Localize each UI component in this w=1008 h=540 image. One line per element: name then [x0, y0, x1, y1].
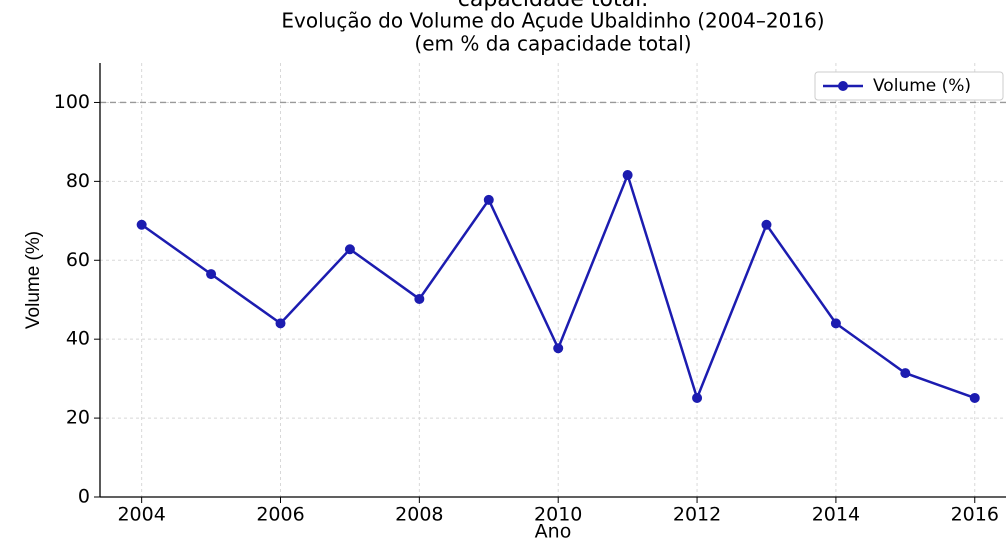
point — [206, 269, 217, 280]
point — [830, 318, 841, 329]
chart-title: Evolução do Volume do Açude Ubaldinho (2… — [281, 9, 824, 33]
x-axis-label: Ano — [535, 521, 572, 540]
x-tick-label: 2006 — [256, 504, 304, 526]
legend-box — [814, 71, 1004, 101]
x-tick-label: 2004 — [117, 504, 165, 526]
point — [275, 318, 286, 329]
legend-label: Volume (%) — [873, 76, 971, 96]
x-tick-label: 2008 — [395, 504, 443, 526]
point — [344, 244, 355, 255]
point — [483, 194, 494, 205]
y-tick-label: 0 — [78, 486, 90, 508]
y-tick-label: 80 — [66, 170, 90, 192]
y-axis-label: Volume (%) — [23, 231, 44, 329]
legend-marker — [838, 81, 848, 91]
point — [900, 368, 911, 379]
x-tick-label: 2014 — [812, 504, 860, 526]
point — [136, 219, 147, 230]
point — [622, 170, 633, 181]
x-tick-label: 2010 — [534, 504, 582, 526]
x-tick-label: 2012 — [673, 504, 721, 526]
x-tick-label: 2016 — [951, 504, 999, 526]
chart-subtitle: (em % da capacidade total) — [414, 32, 691, 56]
y-tick-label: 60 — [66, 249, 90, 271]
point — [553, 343, 564, 354]
y-tick-label: 100 — [54, 91, 90, 113]
y-tick-label: 20 — [66, 407, 90, 429]
point — [414, 293, 425, 304]
point — [692, 392, 703, 403]
y-tick-label: 40 — [66, 328, 90, 350]
point — [969, 392, 980, 403]
header-text: capacidade total. — [458, 0, 648, 12]
point — [761, 219, 772, 230]
